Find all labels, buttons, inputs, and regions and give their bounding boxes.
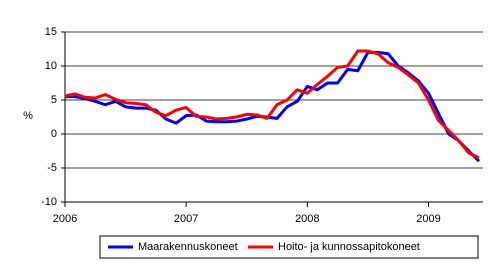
legend-label: Maarakennuskoneet [138, 241, 238, 253]
y-tick-label: 0 [51, 128, 57, 140]
x-tick-label: 2006 [53, 213, 77, 225]
x-tick-label: 2007 [174, 213, 198, 225]
x-tick-label: 2008 [295, 213, 319, 225]
y-tick-label: -10 [41, 196, 57, 208]
y-tick-label: 5 [51, 94, 57, 106]
y-tick-label: -5 [47, 162, 57, 174]
series-line [65, 50, 481, 163]
y-tick-label: 10 [45, 60, 57, 72]
y-axis-label: % [23, 110, 33, 122]
x-tick-label: 2009 [416, 213, 440, 225]
legend-box [99, 235, 479, 259]
y-tick-label: 15 [45, 26, 57, 38]
series-line [64, 49, 480, 160]
legend-label: Hoito- ja kunnossapitokoneet [278, 241, 420, 253]
